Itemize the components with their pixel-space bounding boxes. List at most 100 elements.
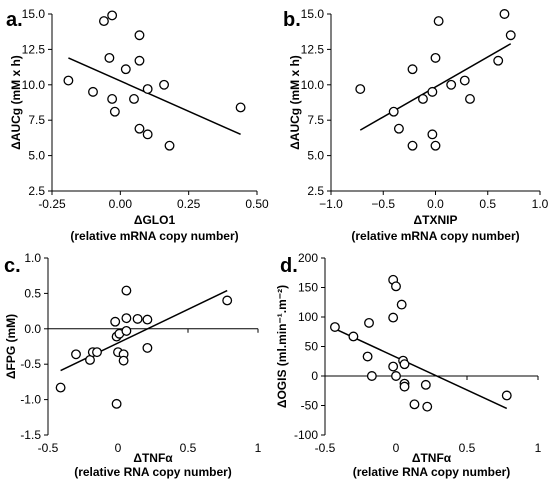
x-tick-label: 0.5 xyxy=(459,441,476,455)
x-tick-label: 0.5 xyxy=(479,197,496,211)
y-tick-label: 7.5 xyxy=(28,113,45,127)
data-point xyxy=(427,86,438,97)
data-point xyxy=(501,390,512,401)
x-tick-label: 1 xyxy=(255,441,262,455)
data-point xyxy=(110,316,121,327)
data-point xyxy=(164,140,175,151)
y-tick-label: 12.5 xyxy=(301,42,325,56)
panel-d: d. -100 -50 0 50 100 150 200 -0.5 0 0.5 1 ΔTNFα(rela… xyxy=(275,251,542,479)
data-point xyxy=(493,55,504,66)
x-tick-label: 0.5 xyxy=(180,441,197,455)
x-tick-label: 0.00 xyxy=(109,197,133,211)
x-tick-label: −1.0 xyxy=(319,197,343,211)
data-point xyxy=(55,382,66,393)
y-tick-label: -1.5 xyxy=(20,428,41,442)
data-point xyxy=(399,359,410,370)
y-tick-label: 2.5 xyxy=(28,184,45,198)
y-tick-label: -1.0 xyxy=(20,393,41,407)
y-axis-title: ΔFPG (mM) xyxy=(4,314,18,379)
x-axis-subtitle: (relative mRNA copy number) xyxy=(70,229,238,243)
data-point xyxy=(399,381,410,392)
panel-a: a. 2.5 5.0 7.5 10.0 12.5 15.0 -0.25 0.00 0.25 0.50… xyxy=(6,7,269,243)
data-point xyxy=(142,129,153,140)
x-axis-title: ΔTNFα xyxy=(412,451,452,465)
trendline xyxy=(334,328,508,410)
data-point xyxy=(393,123,404,134)
data-point xyxy=(235,102,246,113)
panel-letter: b. xyxy=(283,9,301,31)
data-point xyxy=(109,106,120,117)
data-point xyxy=(88,86,98,97)
x-axis-subtitle: (relative RNA copy number) xyxy=(74,465,232,479)
panel-letter: d. xyxy=(280,255,298,277)
y-tick-label: 50 xyxy=(305,340,319,354)
x-axis-subtitle: (relative RNA copy number) xyxy=(353,465,511,479)
data-point xyxy=(366,371,377,381)
y-tick-label: 200 xyxy=(298,251,318,265)
data-point xyxy=(427,129,438,140)
x-tick-label: 0.25 xyxy=(177,197,201,211)
y-tick-label: 10.0 xyxy=(301,78,325,92)
data-point xyxy=(104,52,115,63)
x-axis-title: ΔTNFα xyxy=(133,451,173,465)
data-point xyxy=(107,10,118,21)
x-tick-label: -0.25 xyxy=(38,197,66,211)
data-point xyxy=(111,398,122,409)
data-point xyxy=(391,371,401,381)
data-point xyxy=(388,312,399,323)
x-tick-label: -0.5 xyxy=(38,441,59,455)
panel-letter: a. xyxy=(6,9,23,31)
x-tick-label: 1 xyxy=(535,441,542,455)
data-point xyxy=(134,123,145,134)
data-point xyxy=(422,401,433,412)
data-point xyxy=(355,84,366,94)
data-point xyxy=(348,331,359,342)
x-tick-label: 0 xyxy=(115,441,122,455)
data-point xyxy=(121,313,132,324)
data-point xyxy=(430,52,441,63)
data-point xyxy=(388,106,399,117)
data-point xyxy=(407,64,418,75)
x-axis-title: ΔTXNIP xyxy=(414,213,458,227)
data-point xyxy=(107,94,118,104)
data-point xyxy=(499,9,510,19)
x-tick-label: 0.0 xyxy=(427,197,444,211)
data-point xyxy=(388,361,399,372)
data-point xyxy=(129,94,139,104)
y-tick-label: 15.0 xyxy=(301,7,325,21)
data-point xyxy=(142,342,153,353)
y-tick-label: -100 xyxy=(294,428,318,442)
x-tick-label: 1.0 xyxy=(532,197,549,211)
data-point xyxy=(142,314,153,325)
y-tick-label: 1.0 xyxy=(24,251,41,265)
data-point xyxy=(465,94,475,104)
y-tick-label: -0.5 xyxy=(20,357,41,371)
data-point xyxy=(391,281,401,292)
data-point xyxy=(222,295,233,306)
data-point xyxy=(505,30,516,41)
data-point xyxy=(396,299,407,310)
data-point xyxy=(362,351,373,362)
data-point xyxy=(459,75,470,86)
data-point xyxy=(134,55,145,66)
data-point xyxy=(132,313,143,324)
x-axis-title: ΔGLO1 xyxy=(134,213,176,227)
data-point xyxy=(407,140,418,151)
data-point xyxy=(134,30,145,41)
y-tick-label: 150 xyxy=(298,281,318,295)
data-point xyxy=(418,94,428,104)
y-tick-label: 5.0 xyxy=(307,149,324,163)
data-point xyxy=(420,379,431,390)
y-axis-title: ΔOGIS (ml.min⁻¹.m⁻²) xyxy=(275,285,289,408)
data-point xyxy=(430,140,441,151)
panel-letter: c. xyxy=(4,255,21,277)
x-tick-label: 0 xyxy=(393,441,400,455)
data-point xyxy=(446,79,457,90)
data-point xyxy=(121,325,132,336)
y-tick-label: 10.0 xyxy=(22,78,46,92)
data-point xyxy=(159,79,170,90)
y-tick-label: -50 xyxy=(301,399,319,413)
data-point xyxy=(433,16,444,27)
y-tick-label: 2.5 xyxy=(307,184,324,198)
